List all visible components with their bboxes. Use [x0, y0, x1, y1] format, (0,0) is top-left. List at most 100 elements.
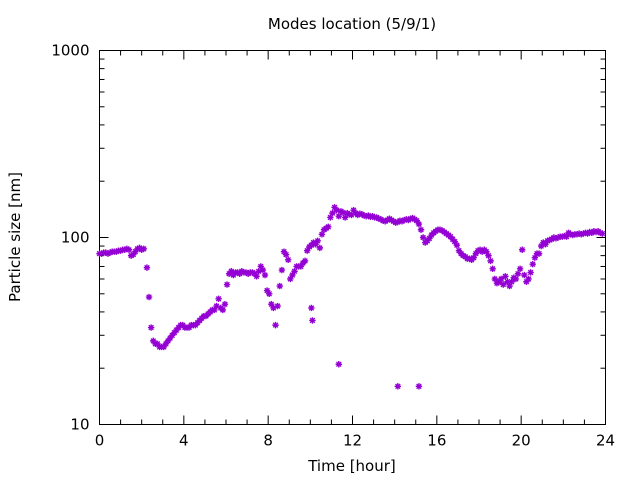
data-point — [348, 211, 355, 219]
data-point — [166, 334, 174, 342]
data-point — [154, 340, 161, 348]
data-point — [171, 329, 178, 336]
data-point — [219, 306, 227, 314]
data-point — [578, 231, 585, 238]
data-point — [455, 247, 463, 254]
data-point — [123, 245, 131, 253]
data-point — [211, 306, 218, 314]
data-point — [113, 248, 120, 255]
x-tick-label: 12 — [343, 432, 362, 450]
data-point — [582, 229, 589, 236]
data-point — [287, 275, 294, 283]
data-point — [272, 321, 279, 329]
axis-ticks — [99, 50, 606, 425]
data-point — [523, 278, 530, 285]
data-point — [537, 242, 545, 250]
data-point — [276, 282, 283, 290]
data-point — [221, 300, 229, 308]
data-point — [590, 228, 598, 235]
data-point — [308, 304, 315, 312]
data-point — [104, 250, 112, 257]
x-tick-label: 16 — [427, 432, 446, 450]
data-point — [215, 295, 222, 303]
data-point — [284, 256, 292, 263]
data-point — [491, 275, 499, 283]
data-point — [502, 273, 509, 280]
data-point — [592, 228, 600, 236]
data-point — [162, 340, 170, 348]
data-points — [96, 204, 606, 390]
data-point — [436, 226, 444, 233]
data-point — [504, 278, 511, 285]
data-point — [314, 237, 321, 245]
data-point — [255, 268, 262, 275]
data-point — [274, 302, 281, 310]
data-point — [599, 230, 606, 237]
data-point — [130, 251, 137, 258]
data-point — [341, 214, 349, 221]
data-point — [134, 245, 141, 253]
data-point — [487, 257, 494, 265]
data-point — [318, 231, 326, 238]
data-point — [552, 235, 560, 242]
data-point — [453, 241, 461, 249]
data-point — [98, 250, 105, 257]
data-point — [127, 252, 135, 259]
data-point — [529, 260, 536, 268]
data-point — [512, 275, 520, 283]
data-point — [516, 265, 524, 273]
data-point — [559, 233, 566, 240]
x-tick-label: 0 — [95, 432, 105, 450]
data-point — [327, 214, 334, 221]
data-point — [164, 337, 172, 345]
data-point — [213, 302, 220, 310]
data-point — [542, 241, 549, 248]
data-point — [394, 383, 402, 390]
data-point — [531, 254, 539, 261]
data-point — [417, 226, 425, 233]
data-point — [339, 209, 347, 216]
x-tick-label: 4 — [179, 432, 189, 450]
data-point — [102, 249, 110, 256]
data-point — [573, 231, 581, 238]
x-tick-label: 20 — [512, 432, 531, 450]
data-point — [257, 263, 264, 270]
data-point — [597, 229, 604, 236]
data-point — [474, 247, 482, 254]
y-tick-label: 100 — [61, 229, 90, 247]
x-tick-label: 8 — [263, 432, 273, 450]
data-point — [350, 206, 357, 214]
data-point — [419, 234, 427, 241]
data-point — [483, 248, 490, 255]
data-point — [497, 275, 505, 283]
data-point — [575, 230, 583, 237]
data-point — [426, 235, 433, 242]
data-point — [546, 236, 553, 244]
data-point — [335, 212, 342, 220]
data-point — [268, 300, 275, 308]
data-point — [580, 230, 587, 237]
data-point — [525, 275, 532, 283]
data-point — [333, 206, 340, 214]
data-point — [282, 251, 290, 258]
data-point — [521, 271, 528, 279]
y-axis-label: Particle size [nm] — [6, 172, 24, 302]
data-point — [140, 245, 147, 253]
plot-frame — [99, 50, 606, 425]
data-point — [270, 304, 277, 312]
data-point — [147, 324, 155, 331]
data-point — [561, 232, 568, 240]
data-point — [569, 231, 577, 239]
data-point — [550, 234, 558, 241]
data-point — [312, 241, 319, 248]
chart-title: Modes location (5/9/1) — [268, 15, 436, 33]
data-point — [280, 248, 288, 255]
x-axis-label: Time [hour] — [307, 457, 396, 475]
data-point — [554, 234, 562, 241]
data-point — [309, 317, 316, 324]
data-point — [259, 266, 267, 274]
x-tick-label: 24 — [596, 432, 615, 450]
y-tick-label: 10 — [70, 416, 89, 434]
data-point — [150, 337, 157, 345]
